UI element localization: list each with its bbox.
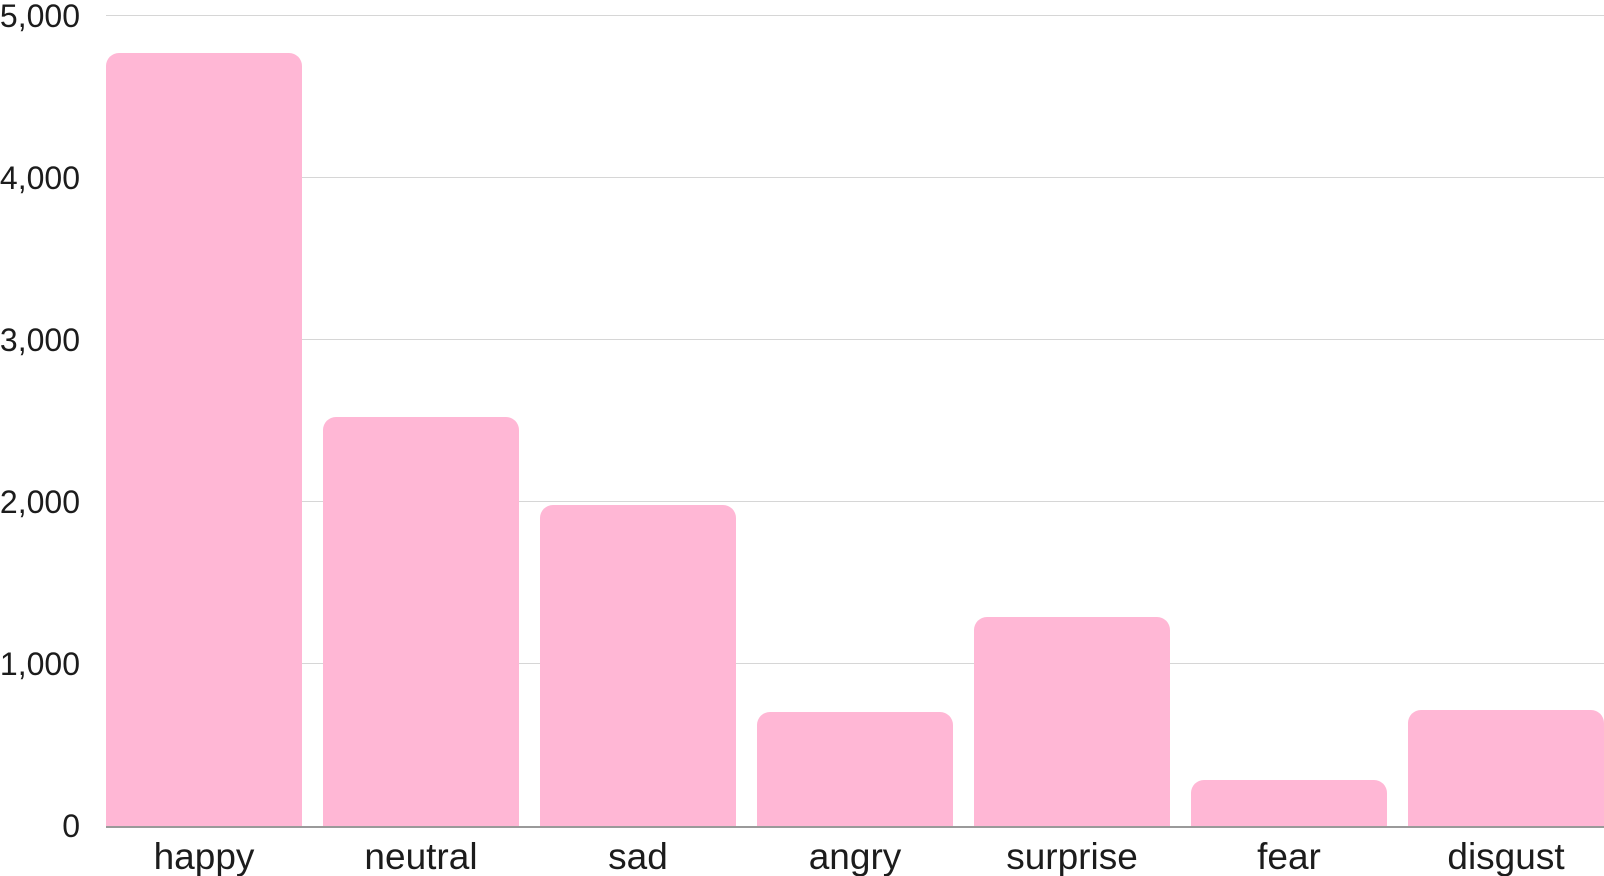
y-axis-tick-label-4000: 4,000 — [0, 160, 80, 196]
y-axis-tick-label-2000: 2,000 — [0, 484, 80, 520]
bar-slot-surprise — [974, 16, 1170, 826]
bar-slot-happy — [106, 16, 302, 826]
x-axis-label-surprise: surprise — [1006, 836, 1138, 876]
x-axis-label-fear: fear — [1257, 836, 1321, 876]
bar-slot-neutral — [323, 16, 519, 826]
bar-slot-sad — [540, 16, 736, 826]
y-axis-tick-label-5000: 5,000 — [0, 0, 80, 34]
y-axis-tick-label-0: 0 — [62, 808, 80, 844]
y-axis-tick-label-3000: 3,000 — [0, 322, 80, 358]
bar-surprise — [974, 617, 1170, 826]
x-axis-label-happy: happy — [153, 836, 255, 876]
bar-sad — [540, 504, 736, 826]
y-axis-labels: 0 1,000 2,000 3,000 4,000 5,000 — [0, 0, 80, 842]
gridline-5000 — [106, 15, 1604, 16]
plot-area — [106, 15, 1604, 828]
bar-disgust — [1408, 709, 1604, 826]
bar-neutral — [323, 417, 519, 826]
bar-happy — [106, 52, 302, 826]
y-axis-tick-label-1000: 1,000 — [0, 646, 80, 682]
bar-slot-fear — [1191, 16, 1387, 826]
gridline-1000 — [106, 663, 1604, 664]
x-axis-label-sad: sad — [608, 836, 668, 876]
gridline-2000 — [106, 501, 1604, 502]
gridline-4000 — [106, 177, 1604, 178]
x-axis-labels: happy neutral sad angry surprise fear disgust — [106, 838, 1604, 875]
bar-slot-disgust — [1408, 16, 1604, 826]
bar-angry — [757, 711, 953, 826]
x-axis-label-disgust: disgust — [1447, 836, 1565, 876]
gridline-3000 — [106, 339, 1604, 340]
bar-slot-angry — [757, 16, 953, 826]
bar-fear — [1191, 780, 1387, 826]
x-axis-label-neutral: neutral — [364, 836, 478, 876]
x-axis-label-angry: angry — [808, 836, 902, 876]
